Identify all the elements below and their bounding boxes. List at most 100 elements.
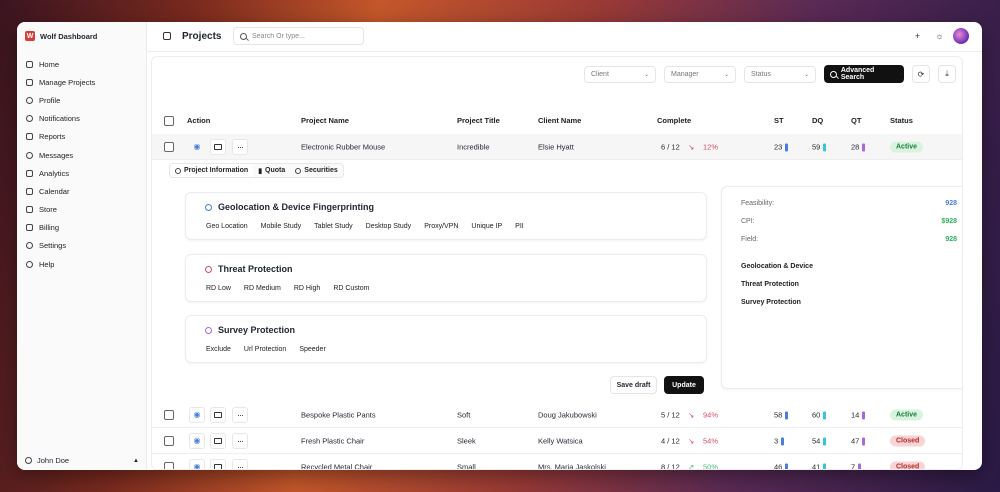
view-button[interactable]: ◉ — [189, 406, 205, 423]
option-speeder[interactable]: Speeder — [299, 346, 326, 353]
shield-icon — [205, 265, 212, 273]
brand[interactable]: W Wolf Dashboard — [25, 31, 97, 41]
trend-value: 94% — [703, 410, 719, 419]
manager-filter[interactable]: Manager ⌄ — [664, 65, 736, 83]
row-checkbox[interactable] — [164, 462, 174, 469]
option-proxy-vpn[interactable]: Proxy/VPN — [424, 223, 459, 230]
st-number: 23 — [774, 141, 783, 151]
save-draft-button[interactable]: Save draft — [610, 376, 657, 394]
section-title-text: Survey Protection — [218, 325, 296, 335]
status-badge: Closed — [890, 461, 926, 469]
table-row[interactable]: ◉ ··· Electronic Rubber Mouse Incredible… — [152, 134, 962, 160]
st-number: 46 — [774, 461, 783, 470]
table-row[interactable]: ◉ ··· Fresh Plastic Chair Sleek Kelly Wa… — [152, 428, 962, 454]
search-input[interactable] — [252, 32, 352, 40]
sidebar-item-label: Reports — [39, 132, 66, 142]
col-dq[interactable]: DQ — [812, 116, 824, 125]
advanced-search-label: Advanced Search — [840, 67, 875, 81]
more-button[interactable]: ··· — [232, 458, 248, 470]
option-rd-high[interactable]: RD High — [293, 285, 321, 292]
col-status[interactable]: Status — [890, 116, 913, 125]
option-tablet-study[interactable]: Tablet Study — [314, 223, 353, 230]
more-icon: ··· — [237, 435, 244, 446]
search-box[interactable] — [233, 27, 364, 45]
tab-quota[interactable]: ▮ Quota — [253, 164, 290, 177]
option-rd-custom[interactable]: RD Custom — [333, 285, 370, 292]
option-rd-low[interactable]: RD Low — [206, 285, 231, 292]
select-all-checkbox[interactable] — [164, 116, 174, 126]
complete-value: 4 / 12 — [661, 436, 680, 445]
field-value: 928 — [945, 236, 957, 243]
table-row[interactable]: ◉ ··· Bespoke Plastic Pants Soft Doug Ja… — [152, 402, 962, 428]
table-row[interactable]: ◉ ··· Recycled Metal Chair Small Mrs. Ma… — [152, 454, 962, 470]
sidebar-item-store[interactable]: Store — [24, 201, 142, 219]
col-qt[interactable]: QT — [851, 116, 862, 125]
summary-heading-geolocation: Geolocation & Device — [741, 263, 813, 270]
avatar[interactable] — [953, 28, 969, 44]
more-button[interactable]: ··· — [232, 406, 248, 423]
refresh-button[interactable]: ⟳ — [912, 65, 930, 83]
mail-button[interactable] — [210, 458, 226, 469]
sidebar-toggle-icon[interactable] — [163, 32, 171, 40]
user-menu[interactable]: John Doe ▲ — [25, 456, 139, 465]
row-checkbox[interactable] — [164, 410, 174, 420]
advanced-search-button[interactable]: Advanced Search — [824, 65, 904, 83]
tab-project-information[interactable]: Project Information — [170, 164, 254, 177]
option-unique-ip[interactable]: Unique IP — [471, 223, 503, 230]
dq-value: 59 — [812, 142, 827, 152]
mail-button[interactable] — [210, 432, 226, 449]
mail-button[interactable] — [210, 406, 226, 423]
sidebar-item-messages[interactable]: Messages — [24, 146, 142, 164]
sidebar-item-calendar[interactable]: Calendar — [24, 182, 142, 200]
sun-icon[interactable]: ☼ — [935, 30, 944, 41]
option-url-protection[interactable]: Url Protection — [243, 346, 287, 353]
option-desktop-study[interactable]: Desktop Study — [365, 223, 412, 230]
more-button[interactable]: ··· — [232, 138, 248, 155]
sidebar-item-billing[interactable]: Billing — [24, 219, 142, 237]
sidebar-item-manage-projects[interactable]: Manage Projects — [24, 73, 142, 91]
sidebar-item-settings[interactable]: Settings — [24, 237, 142, 255]
sidebar-item-help[interactable]: Help — [24, 255, 142, 273]
mail-button[interactable] — [210, 138, 226, 155]
expanded-details: Project Information ▮ Quota Securities Ge… — [164, 161, 962, 401]
sidebar-item-home[interactable]: Home — [24, 55, 142, 73]
sidebar-item-profile[interactable]: Profile — [24, 91, 142, 109]
more-button[interactable]: ··· — [232, 432, 248, 449]
eye-off-icon: ◉ — [193, 142, 201, 151]
user-name: John Doe — [37, 456, 70, 465]
feasibility-value: 928 — [945, 200, 957, 207]
client-filter[interactable]: Client ⌄ — [584, 65, 656, 83]
row-checkbox[interactable] — [164, 436, 174, 446]
sidebar-item-notifications[interactable]: Notifications — [24, 110, 142, 128]
view-button[interactable]: ◉ — [189, 139, 205, 155]
col-project-title[interactable]: Project Title — [457, 116, 500, 125]
option-pii[interactable]: PII — [515, 223, 524, 230]
update-button[interactable]: Update — [664, 376, 704, 394]
status-filter[interactable]: Status ⌄ — [744, 65, 816, 83]
option-rd-medium[interactable]: RD Medium — [243, 285, 281, 292]
page-title: Projects — [182, 31, 222, 42]
sidebar-item-label: Settings — [39, 241, 67, 251]
add-icon[interactable]: + — [914, 30, 921, 41]
more-icon: ··· — [237, 461, 244, 470]
table-header: Action Project Name Project Title Client… — [152, 116, 962, 128]
section-title-text: Geolocation & Device Fingerprinting — [218, 202, 375, 212]
view-button[interactable]: ◉ — [189, 458, 205, 469]
col-client-name[interactable]: Client Name — [538, 116, 582, 125]
option-geo-location[interactable]: Geo Location — [206, 223, 248, 230]
col-project-name[interactable]: Project Name — [301, 116, 349, 125]
status-badge: Active — [890, 141, 924, 152]
row-checkbox[interactable] — [164, 142, 174, 152]
sidebar-item-reports[interactable]: Reports — [24, 128, 142, 146]
option-list: Exclude Url Protection Speeder — [206, 346, 326, 353]
option-mobile-study[interactable]: Mobile Study — [260, 223, 302, 230]
tab-securities[interactable]: Securities — [290, 164, 342, 177]
section-geolocation: Geolocation & Device Fingerprinting Geo … — [185, 192, 707, 240]
option-exclude[interactable]: Exclude — [206, 346, 231, 353]
sidebar-item-analytics[interactable]: Analytics — [24, 164, 142, 182]
download-button[interactable]: ⤓ — [938, 65, 956, 83]
top-bar: Projects + ☼ — [147, 22, 982, 52]
col-st[interactable]: ST — [774, 116, 784, 125]
view-button[interactable]: ◉ — [189, 432, 205, 449]
col-complete[interactable]: Complete — [657, 116, 692, 125]
